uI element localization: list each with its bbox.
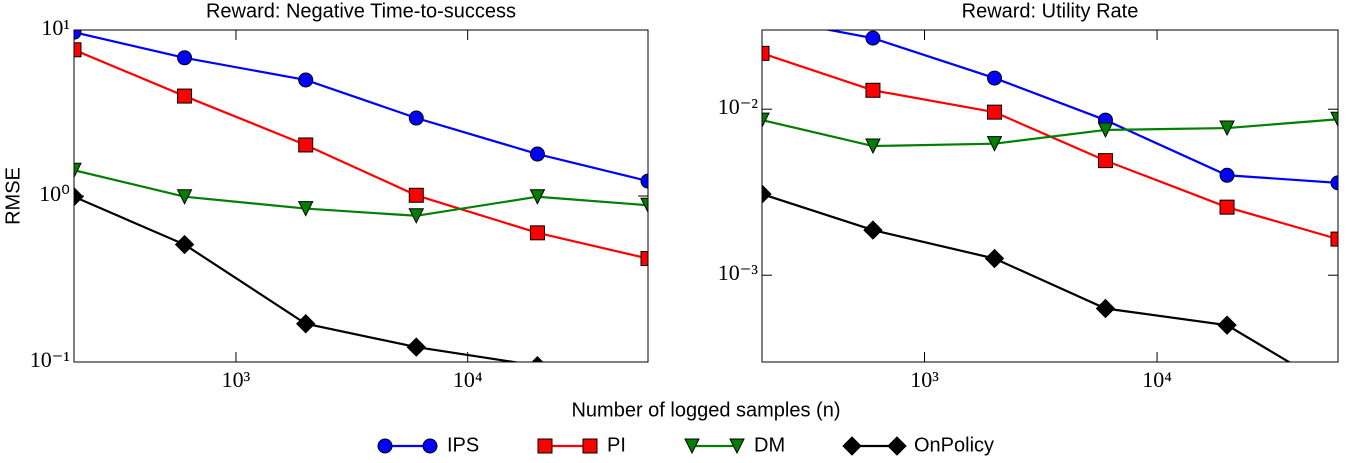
- legend-label: PI: [607, 434, 626, 456]
- marker: [755, 10, 769, 24]
- marker: [842, 436, 862, 456]
- marker: [762, 184, 772, 204]
- marker: [865, 138, 881, 155]
- series-line: [74, 48, 648, 260]
- marker: [74, 187, 84, 207]
- marker: [865, 82, 881, 98]
- marker: [729, 438, 745, 455]
- marker: [640, 173, 648, 189]
- y-axis-label: RMSE: [2, 167, 24, 225]
- marker: [1330, 111, 1338, 128]
- marker: [529, 189, 546, 205]
- marker: [177, 50, 193, 66]
- chart-title: Reward: Negative Time-to-success: [206, 0, 516, 22]
- marker: [296, 314, 316, 334]
- marker: [1219, 167, 1235, 183]
- marker: [174, 234, 195, 255]
- marker: [529, 146, 545, 162]
- marker: [74, 42, 82, 58]
- series-line: [823, 30, 1338, 184]
- series-line: [762, 193, 1292, 362]
- marker: [987, 70, 1003, 86]
- marker: [298, 137, 314, 153]
- plot-area: [74, 30, 648, 362]
- marker: [74, 30, 82, 40]
- x-tick-label: 10³: [910, 367, 939, 392]
- plot-area: [755, 10, 1347, 400]
- series-line: [74, 195, 521, 362]
- marker: [422, 438, 438, 454]
- y-tick-label: 10⁻¹: [30, 347, 70, 372]
- y-tick-label: 10⁰: [39, 181, 70, 206]
- legend-label: OnPolicy: [914, 434, 994, 456]
- series-line: [74, 169, 648, 217]
- marker: [865, 30, 881, 46]
- marker: [1097, 153, 1113, 169]
- axes-frame: [73, 29, 649, 363]
- x-axis-label: Number of logged samples (n): [571, 399, 840, 421]
- marker: [986, 136, 1003, 152]
- marker: [1330, 231, 1338, 247]
- marker: [177, 88, 193, 104]
- marker: [406, 337, 426, 357]
- marker: [762, 45, 770, 61]
- marker: [1330, 175, 1338, 191]
- x-tick-label: 10⁴: [453, 367, 483, 392]
- marker: [531, 355, 544, 362]
- marker: [1329, 382, 1347, 400]
- marker: [1219, 199, 1235, 215]
- marker: [640, 197, 648, 214]
- y-tick-label: 10¹: [41, 15, 70, 40]
- marker: [1095, 298, 1116, 319]
- marker: [408, 208, 425, 224]
- y-tick-label: 10⁻³: [718, 260, 759, 285]
- marker: [984, 248, 1005, 269]
- series-line: [74, 31, 648, 183]
- marker: [377, 438, 393, 454]
- marker: [297, 201, 314, 217]
- legend-label: DM: [754, 434, 785, 456]
- x-tick-label: 10⁴: [1142, 367, 1172, 392]
- legend-label: IPS: [447, 434, 479, 456]
- marker: [176, 189, 193, 205]
- series-line: [762, 52, 1338, 241]
- marker: [863, 220, 883, 240]
- marker: [1219, 120, 1235, 137]
- marker: [529, 225, 545, 241]
- marker: [684, 438, 700, 455]
- marker: [537, 438, 553, 454]
- marker: [298, 72, 314, 88]
- chart-title: Reward: Utility Rate: [962, 0, 1139, 22]
- marker: [1217, 315, 1237, 335]
- axes-frame: [761, 29, 1339, 363]
- marker: [640, 251, 648, 267]
- y-tick-label: 10⁻²: [718, 94, 759, 119]
- x-tick-label: 10³: [222, 367, 251, 392]
- series-line: [762, 118, 1338, 148]
- marker: [408, 110, 424, 126]
- marker: [762, 112, 770, 129]
- marker: [582, 438, 598, 454]
- marker: [1097, 122, 1114, 139]
- marker: [408, 187, 424, 203]
- marker: [987, 104, 1003, 120]
- marker: [74, 162, 82, 179]
- marker: [887, 436, 907, 456]
